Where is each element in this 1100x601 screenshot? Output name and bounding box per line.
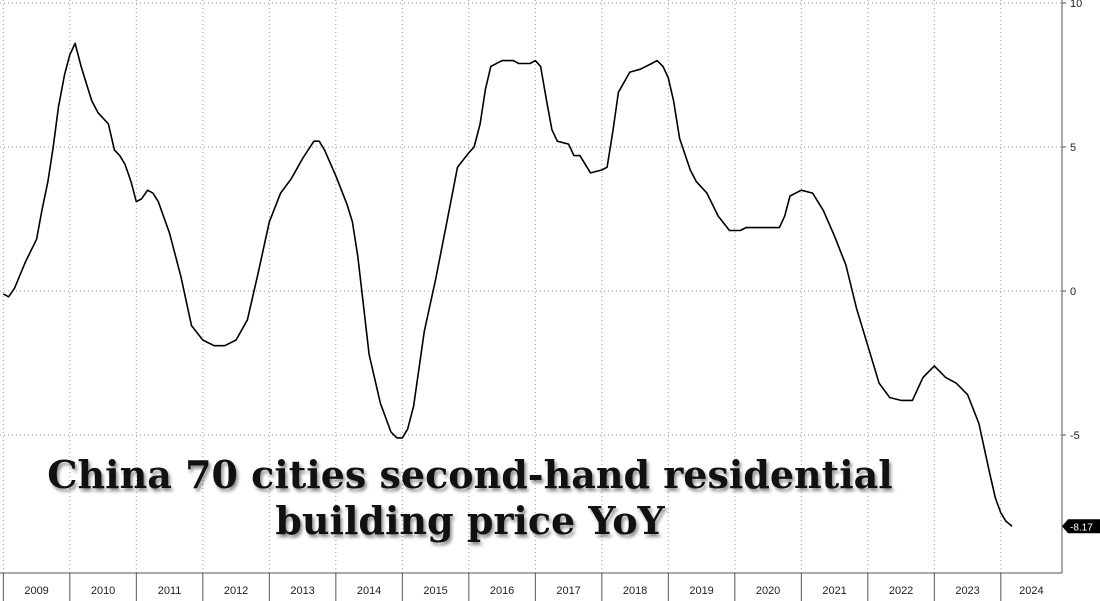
x-tick-label: 2013 — [290, 585, 314, 597]
last-value-label: -8.17 — [1062, 519, 1100, 534]
x-tick-label: 2015 — [423, 585, 447, 597]
x-tick-label: 2023 — [955, 585, 979, 597]
y-tick-label: 10 — [1070, 0, 1082, 10]
chart-title: China 70 cities second-hand residential … — [0, 452, 940, 544]
y-tick-label: 5 — [1070, 142, 1076, 154]
x-tick-label: 2021 — [822, 585, 846, 597]
x-tick-label: 2016 — [490, 585, 514, 597]
x-tick-label: 2017 — [556, 585, 580, 597]
series-layer — [2, 42, 1013, 527]
series-line — [2, 42, 1013, 527]
y-tick-label: -5 — [1070, 430, 1080, 442]
last-value-flag — [1062, 519, 1100, 534]
x-tick-label: 2024 — [1019, 585, 1043, 597]
gridlines — [0, 0, 1062, 573]
x-tick-label: 2018 — [623, 585, 647, 597]
x-tick-label: 2010 — [91, 585, 115, 597]
x-tick-label: 2020 — [756, 585, 780, 597]
x-tick-label: 2014 — [357, 585, 381, 597]
x-tick-label: 2022 — [889, 585, 913, 597]
x-tick-label: 2011 — [158, 585, 182, 597]
chart-title-line-1: China 70 cities second-hand residential — [47, 452, 893, 497]
x-tick-label: 2012 — [224, 585, 248, 597]
x-tick-label: 2009 — [24, 585, 48, 597]
y-tick-label: 0 — [1070, 286, 1076, 298]
last-value-text: -8.17 — [1070, 522, 1093, 533]
x-tick-label: 2019 — [689, 585, 713, 597]
chart-title-line-2: building price YoY — [275, 498, 665, 543]
